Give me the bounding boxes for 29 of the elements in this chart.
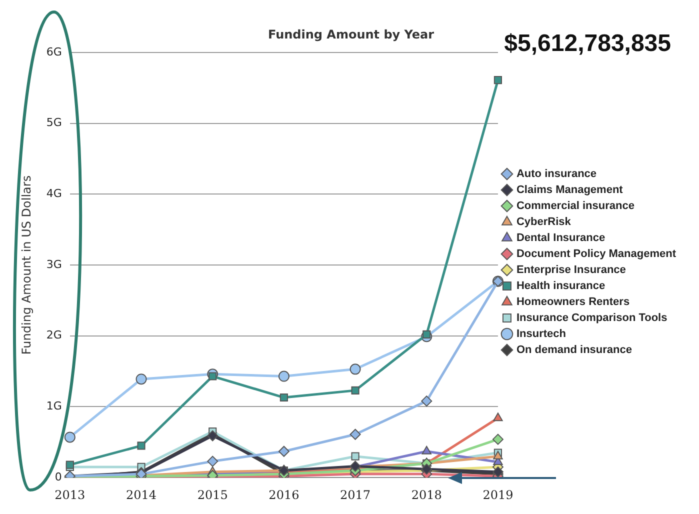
legend-label: Document Policy Management: [516, 248, 676, 260]
x-tick-label: 2019: [482, 488, 514, 502]
x-tick-label: 2015: [197, 488, 228, 502]
text: $5,612,783,835: [504, 30, 671, 58]
x-tick-label: 2017: [340, 488, 371, 502]
x-tick-label: 2014: [126, 488, 157, 502]
y-tick-label: 5G: [46, 116, 62, 130]
x-tick-label: 2016: [268, 488, 300, 502]
legend-label: CyberRisk: [516, 216, 572, 228]
y-axis-title: Funding Amount in US Dollars: [19, 175, 34, 355]
y-tick-label: 0: [54, 470, 62, 484]
legend-label: Enterprise Insurance: [516, 264, 626, 276]
y-tick-label: 4G: [46, 186, 62, 200]
legend-label: Homeowners Renters: [516, 296, 630, 308]
legend-label: On demand insurance: [516, 344, 632, 356]
y-tick-label: 1G: [46, 400, 62, 413]
legend-label: Claims Management: [516, 184, 624, 196]
y-tick-label: 6G: [46, 45, 62, 58]
legend-label: Commercial insurance: [516, 200, 634, 212]
y-tick-label: 3G: [46, 258, 62, 271]
legend-label: Auto insurance: [516, 168, 597, 180]
chart-title: Funding Amount by Year: [268, 27, 434, 42]
legend-label: Dental Insurance: [516, 232, 606, 244]
x-tick-label: 2018: [411, 488, 442, 502]
x-tick-label: 2013: [54, 488, 86, 502]
legend-label: Health insurance: [516, 280, 606, 292]
legend-label: Insurance Comparison Tools: [516, 312, 668, 324]
legend-label: Insurtech: [516, 328, 566, 340]
y-tick-label: 2G: [46, 328, 62, 342]
